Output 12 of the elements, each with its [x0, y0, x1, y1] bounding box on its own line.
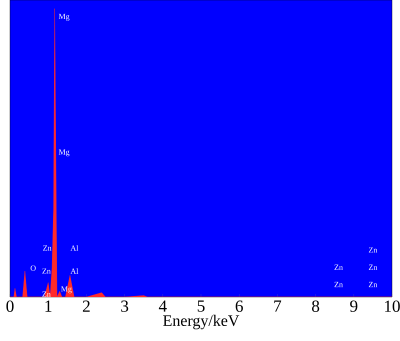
x-axis-title: Energy/keV	[163, 314, 240, 330]
x-tick-label: 8	[312, 300, 320, 312]
x-tick-label: 4	[158, 300, 167, 312]
x-tick-label: 1	[45, 300, 52, 312]
x-tick-label: 10	[385, 300, 400, 312]
x-tick-label: 7	[274, 300, 282, 312]
x-tick-label: 9	[350, 300, 358, 312]
x-tick-label: 5	[198, 300, 205, 312]
x-tick-label: 3	[121, 300, 128, 312]
x-tick-label: 0	[6, 300, 14, 312]
x-tick-label: 6	[236, 300, 243, 312]
x-tick-label: 2	[82, 300, 90, 312]
